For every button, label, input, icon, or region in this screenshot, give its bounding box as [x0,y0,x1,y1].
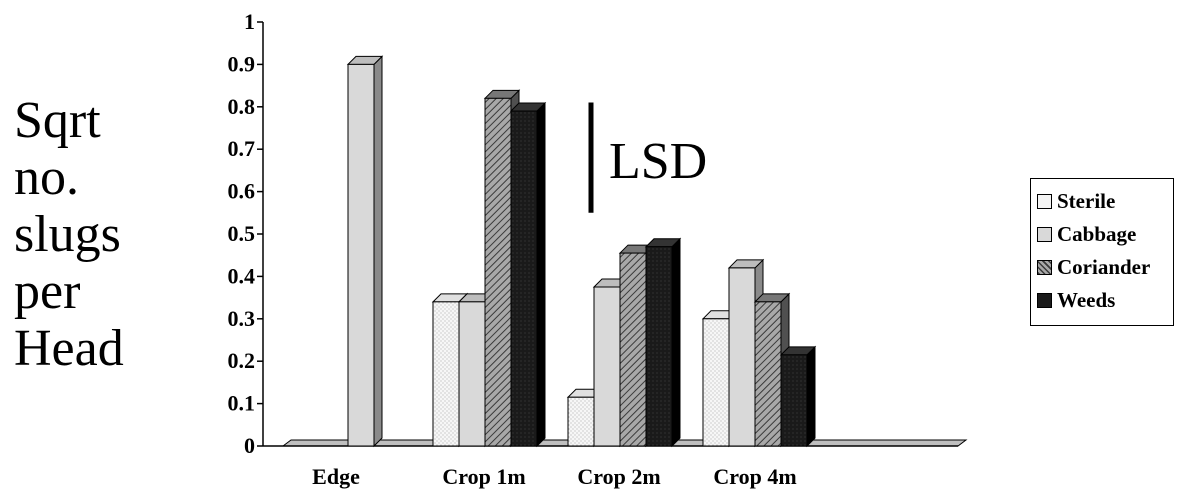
legend-label: Weeds [1057,288,1116,312]
y-axis: 0 0.1 0.2 0.3 0.4 0.5 0.6 0.7 0.8 0.9 1 [228,9,264,458]
legend-item-sterile: Sterile [1037,185,1173,218]
bar-front [645,246,673,447]
y-tick-label: 0.5 [228,221,256,246]
legend-swatch-weeds [1037,293,1052,308]
y-axis-label-line: per [14,263,81,320]
y-tick-label: 0.4 [228,263,256,288]
y-axis-label: Sqrt no. slugs per Head [14,92,164,377]
y-tick-label: 0.8 [228,94,256,119]
x-category-label: Crop 2m [577,464,660,489]
bar-weeds-crop-4m [779,345,817,448]
bar-weeds-crop-1m [509,101,547,448]
y-axis-label-line: Head [14,320,124,377]
bar-front [593,286,621,447]
legend-swatch-sterile [1037,194,1052,209]
y-tick-label: 0 [244,433,255,458]
bar-weeds-crop-2m [644,237,682,448]
bar-front [347,63,375,447]
bar-front [754,301,782,447]
y-tick-label: 0.1 [228,391,256,416]
x-category-label: Crop 1m [442,464,525,489]
y-tick-label: 0.3 [228,306,256,331]
x-category-label: Crop 4m [713,464,796,489]
y-tick-label: 1 [244,9,255,34]
bar-front [780,354,808,447]
bar-front [619,252,647,447]
legend-label: Coriander [1057,255,1151,279]
lsd-annotation: LSD [588,102,707,213]
lsd-label: LSD [609,133,707,190]
legend-label: Sterile [1057,189,1116,213]
x-axis: Edge Crop 1m Crop 2m Crop 4m [312,464,797,489]
bars [346,55,817,448]
bar-side [671,237,681,448]
y-axis-label-line: slugs [14,206,121,263]
legend-item-weeds: Weeds [1037,284,1173,317]
bar-side [536,101,546,448]
x-category-label: Edge [312,464,360,489]
y-axis-label-line: Sqrt [14,92,101,149]
y-tick-label: 0.9 [228,51,256,76]
legend: Sterile Cabbage Coriander Weeds [1030,178,1174,326]
bar-front [432,301,460,447]
bar-front [567,396,595,447]
y-axis-label-line: no. [14,149,79,206]
bar-front [458,301,486,447]
y-tick-label: 0.2 [228,348,256,373]
legend-swatch-cabbage [1037,227,1052,242]
bar-side [806,345,816,448]
bar-side [373,55,383,448]
bar-front [702,318,730,447]
legend-item-coriander: Coriander [1037,251,1173,284]
y-tick-label: 0.7 [228,136,256,161]
bar-front [484,97,512,447]
bar-front [728,267,756,447]
y-tick-label: 0.6 [228,179,256,204]
bar-front [510,110,538,447]
legend-item-cabbage: Cabbage [1037,218,1173,251]
legend-label: Cabbage [1057,222,1137,246]
legend-swatch-coriander [1037,260,1052,275]
bar-cabbage-edge [346,55,384,448]
